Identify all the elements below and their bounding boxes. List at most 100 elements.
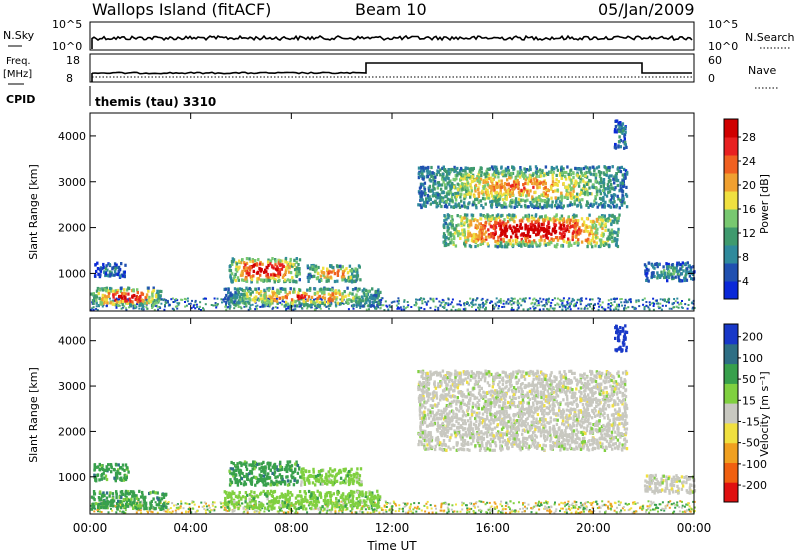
scatter-cell [482,501,484,503]
heatmap-cell [610,223,612,226]
scatter-cell [177,302,179,304]
heatmap-cell [318,280,320,283]
heatmap-cell [526,199,528,202]
scatter-cell [398,504,400,506]
scatter-cell [585,505,587,507]
heatmap-cell [324,288,326,291]
heatmap-cell [581,217,583,220]
heatmap-cell [451,186,453,189]
heatmap-cell [581,198,583,201]
scatter-cell [320,308,322,310]
scatter-cell [590,303,592,305]
scatter-cell [391,506,393,508]
heatmap-cell [527,205,529,208]
heatmap-cell [498,198,500,201]
heatmap-cell [564,175,566,178]
heatmap-cell [505,229,507,232]
freq-tick-top: 18 [66,54,80,67]
heatmap-cell [297,263,299,266]
scatter-cell [240,307,242,309]
scatter-cell [306,308,308,310]
heatmap-cell [306,303,308,306]
colorbar-swatch [724,209,738,228]
heatmap-cell [510,205,512,208]
heatmap-cell [471,189,473,192]
scatter-cell [328,308,330,310]
scatter-cell [359,307,361,309]
scatter-cell [543,502,545,504]
heatmap-cell [581,241,583,244]
heatmap-cell [578,168,580,171]
heatmap-cell [484,215,486,218]
heatmap-cell [265,278,267,281]
heatmap-cell [350,300,352,303]
scatter-cell [538,509,540,511]
heatmap-cell [254,300,256,303]
scatter-cell [560,502,562,504]
nsky-trace [92,36,692,49]
heatmap-cell [465,190,467,193]
heatmap-cell [129,298,131,301]
heatmap-cell [437,166,439,169]
heatmap-cell [429,170,431,173]
heatmap-cell [512,226,514,229]
heatmap-cell [502,238,504,241]
heatmap-cell [624,176,626,179]
heatmap-cell [501,233,503,236]
scatter-cell [533,298,535,300]
heatmap-cell [314,292,316,295]
scatter-cell [503,300,505,302]
heatmap-cell [434,200,436,203]
heatmap-cell [291,302,293,305]
heatmap-cell [613,230,615,233]
heatmap-cell [623,147,625,150]
heatmap-cell [539,216,541,219]
heatmap-cell [444,169,446,172]
scatter-cell [381,507,383,509]
heatmap-cell [531,241,533,244]
heatmap-cell [626,171,628,174]
scatter-cell [599,511,601,513]
heatmap-cell [522,199,524,202]
heatmap-cell [320,288,322,291]
scatter-cell [568,297,570,299]
heatmap-cell [112,303,114,306]
colorbar-tick-label: 20 [742,179,756,192]
scatter-cell [199,301,201,303]
heatmap-cell [542,235,544,238]
heatmap-cell [618,214,620,217]
scatter-cell [184,306,186,308]
scatter-cell [140,509,142,511]
scatter-cell [407,306,409,308]
heatmap-cell [499,219,501,222]
heatmap-cell [347,271,349,274]
heatmap-cell [378,294,380,297]
heatmap-cell [326,275,328,278]
heatmap-cell [337,302,339,305]
heatmap-cell [622,129,624,132]
heatmap-cell [501,204,503,207]
heatmap-cell [561,177,563,180]
heatmap-cell [575,236,577,239]
heatmap-cell [427,194,429,197]
heatmap-cell [299,304,301,307]
heatmap-cell [357,274,359,277]
heatmap-cell [99,268,101,271]
heatmap-cell [475,240,477,243]
heatmap-cell [568,173,570,176]
heatmap-cell [105,264,107,267]
scatter-cell [634,307,636,309]
heatmap-cell [229,305,231,308]
heatmap-cell [148,296,150,299]
heatmap-cell [667,275,669,278]
scatter-cell [506,301,508,303]
heatmap-cell [321,291,323,294]
scatter-cell [294,308,296,310]
scatter-cell [180,505,182,507]
scatter-cell [522,299,524,301]
scatter-cell [568,508,570,510]
heatmap-cell [475,224,477,227]
scatter-cell [689,505,691,507]
heatmap-cell [527,229,529,232]
heatmap-cell [456,167,458,170]
